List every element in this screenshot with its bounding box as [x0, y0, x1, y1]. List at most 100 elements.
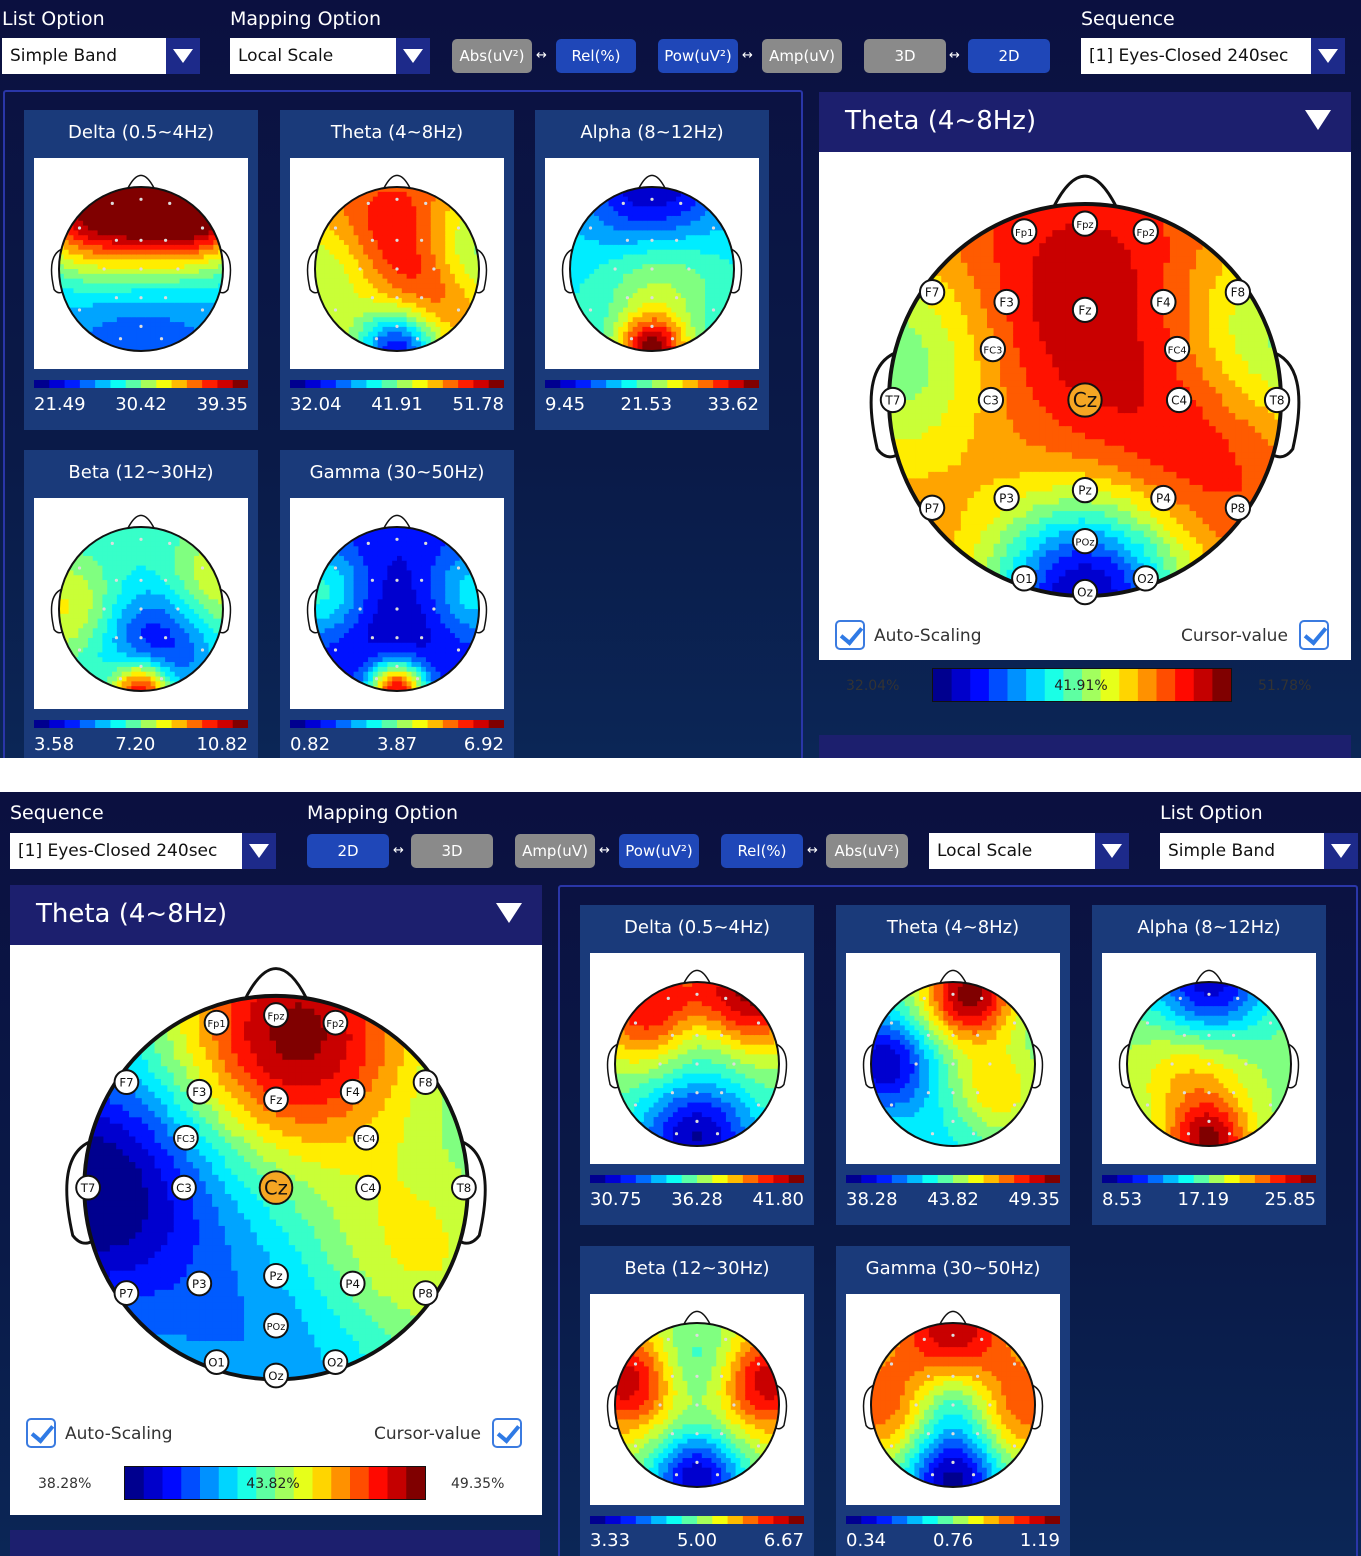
scale-max: 1.19: [1019, 1530, 1060, 1551]
scale-max: 39.35: [196, 394, 248, 415]
auto-scaling-checkbox-visible[interactable]: [26, 1418, 56, 1448]
rel-toggle-button[interactable]: Rel(%): [721, 834, 803, 868]
topomap[interactable]: [290, 498, 504, 709]
electrode-dot: [114, 636, 118, 640]
abs-toggle-button[interactable]: Abs(uV²): [826, 834, 908, 868]
detail-topomap[interactable]: Fpz Fp1 Fp2 F7 F3 Fz F4 F8 FC3 FC4 T7 C3 C4 T8 P7 P3 Pz P…: [859, 152, 1311, 612]
topomap[interactable]: [290, 158, 504, 369]
electrode-dot: [395, 296, 399, 300]
mapping-option-dropdown[interactable]: Local Scale: [230, 38, 430, 74]
topomap[interactable]: [34, 158, 248, 369]
chevron-down-icon[interactable]: [396, 38, 430, 74]
electrode-dot: [914, 1403, 918, 1407]
cursor-value-checkbox[interactable]: [1299, 620, 1329, 650]
band-card-theta[interactable]: Theta (4~8Hz) 38.28 43.82 49.35: [836, 905, 1070, 1225]
3d-toggle-button[interactable]: 3D: [411, 834, 493, 868]
chevron-down-icon[interactable]: [166, 38, 200, 74]
electrode-dot: [395, 267, 399, 271]
electrode-dot: [1236, 996, 1240, 1000]
colorbar-step: [181, 1467, 201, 1499]
pow-toggle-button[interactable]: Pow(uV²): [619, 834, 699, 868]
caret-down-icon[interactable]: [496, 903, 522, 923]
colorbar-step: [968, 1175, 985, 1183]
electrode-p4: [1150, 484, 1177, 512]
band-card-delta[interactable]: Delta (0.5~4Hz) 21.49 30.42 39.35: [24, 110, 258, 430]
electrode-label: P8: [1230, 501, 1245, 515]
electrode-dot: [164, 578, 168, 582]
electrode-dot: [395, 324, 399, 328]
band-card-theta[interactable]: Theta (4~8Hz) 32.04 41.91 51.78: [280, 110, 514, 430]
electrode-dot: [720, 1374, 724, 1378]
sequence-dropdown[interactable]: [1] Eyes-Closed 240sec: [1081, 38, 1345, 74]
electrode-dot: [1178, 996, 1182, 1000]
pow-toggle-button[interactable]: Pow(uV²): [658, 39, 738, 73]
2d-toggle-button[interactable]: 2D: [307, 834, 389, 868]
colorbar-step: [442, 380, 459, 388]
auto-scaling-checkbox[interactable]: [835, 620, 865, 650]
band-card-alpha[interactable]: Alpha (8~12Hz) 8.53 17.19 25.85: [1092, 905, 1326, 1225]
sequence-value: [1] Eyes-Closed 240sec: [18, 841, 218, 861]
scale-max: 41.80: [752, 1189, 804, 1210]
electrode-dot: [1207, 1062, 1211, 1066]
colorbar-step: [1014, 1175, 1030, 1183]
band-card-delta[interactable]: Delta (0.5~4Hz) 30.75 36.28 41.80: [580, 905, 814, 1225]
chevron-down-icon[interactable]: [1095, 833, 1129, 869]
electrode-dot: [395, 537, 399, 541]
electrode-dot: [951, 1119, 955, 1123]
band-card-beta[interactable]: Beta (12~30Hz) 3.33 5.00 6.67: [580, 1246, 814, 1556]
band-card-alpha[interactable]: Alpha (8~12Hz) 9.45 21.53 33.62: [535, 110, 769, 430]
detail-topomap-panel: Theta (4~8Hz) Fpz Fp1 Fp2 F7 F3 Fz F4 F8 FC3 FC4 T…: [10, 885, 542, 1449]
caret-down-icon[interactable]: [1305, 110, 1331, 130]
topomap[interactable]: [34, 498, 248, 709]
next-panel-header[interactable]: [10, 1530, 540, 1556]
electrode-label: T8: [456, 1181, 472, 1195]
colorbar-step: [1132, 1175, 1149, 1183]
electrode-dot: [930, 1132, 935, 1136]
colorbar-step: [293, 1467, 313, 1499]
topomap[interactable]: [590, 953, 804, 1164]
mapping-option-dropdown[interactable]: Local Scale: [929, 833, 1129, 869]
chevron-down-icon[interactable]: [1311, 38, 1345, 74]
detail-colorbar: [932, 668, 1232, 702]
topomap[interactable]: [846, 953, 1060, 1164]
band-card-beta[interactable]: Beta (12~30Hz) 3.58 7.20 10.82: [24, 450, 258, 758]
topomap[interactable]: [1102, 953, 1316, 1164]
topomap[interactable]: [545, 158, 759, 369]
amp-toggle-button[interactable]: Amp(uV): [515, 834, 595, 868]
colorbar-step: [682, 380, 699, 388]
head-outline: [614, 1322, 780, 1488]
colorbar-step: [907, 1175, 923, 1183]
electrode-label: O2: [327, 1355, 344, 1369]
colorbar-step: [697, 1175, 713, 1183]
cursor-value-checkbox-visible[interactable]: [492, 1418, 522, 1448]
electrode-dot: [971, 1473, 976, 1477]
3d-toggle-button[interactable]: 3D: [864, 39, 946, 73]
band-card-gamma[interactable]: Gamma (30~50Hz) 0.82 3.87 6.92: [280, 450, 514, 758]
abs-toggle-button[interactable]: Abs(uV²): [452, 39, 532, 73]
head-outline: [1126, 981, 1292, 1147]
colorbar-step: [1063, 669, 1083, 701]
band-card-gamma[interactable]: Gamma (30~50Hz) 0.34 0.76 1.19: [836, 1246, 1070, 1556]
detail-topomap[interactable]: Fpz Fp1 Fp2 F7 F3 Fz F4 F8 FC3 FC4 T7 C3 C4 T8 P7 P3 Pz P…: [50, 945, 502, 1395]
topomap[interactable]: [590, 1294, 804, 1505]
chevron-down-icon[interactable]: [242, 833, 276, 869]
chevron-down-icon[interactable]: [1324, 833, 1358, 869]
list-option-label: List Option: [1160, 802, 1263, 824]
scale-min: 3.58: [34, 734, 75, 755]
electrode-dot: [395, 636, 399, 640]
band-title: Delta (0.5~4Hz): [624, 917, 770, 938]
electrode-label: P8: [418, 1286, 433, 1300]
electrode-dot: [971, 1132, 976, 1136]
rel-toggle-button[interactable]: Rel(%): [556, 39, 636, 73]
2d-toggle-button[interactable]: 2D: [968, 39, 1050, 73]
list-option-dropdown[interactable]: Simple Band: [2, 38, 200, 74]
next-panel-header[interactable]: [819, 735, 1351, 758]
electrode-dot: [139, 636, 143, 640]
topomap[interactable]: [846, 1294, 1060, 1505]
colorbar-step: [876, 1175, 893, 1183]
electrode-label: POz: [1075, 538, 1094, 549]
list-option-dropdown[interactable]: Simple Band: [1160, 833, 1358, 869]
sequence-dropdown[interactable]: [1] Eyes-Closed 240sec: [10, 833, 276, 869]
colorbar-step: [381, 380, 398, 388]
amp-toggle-button[interactable]: Amp(uV): [762, 39, 842, 73]
